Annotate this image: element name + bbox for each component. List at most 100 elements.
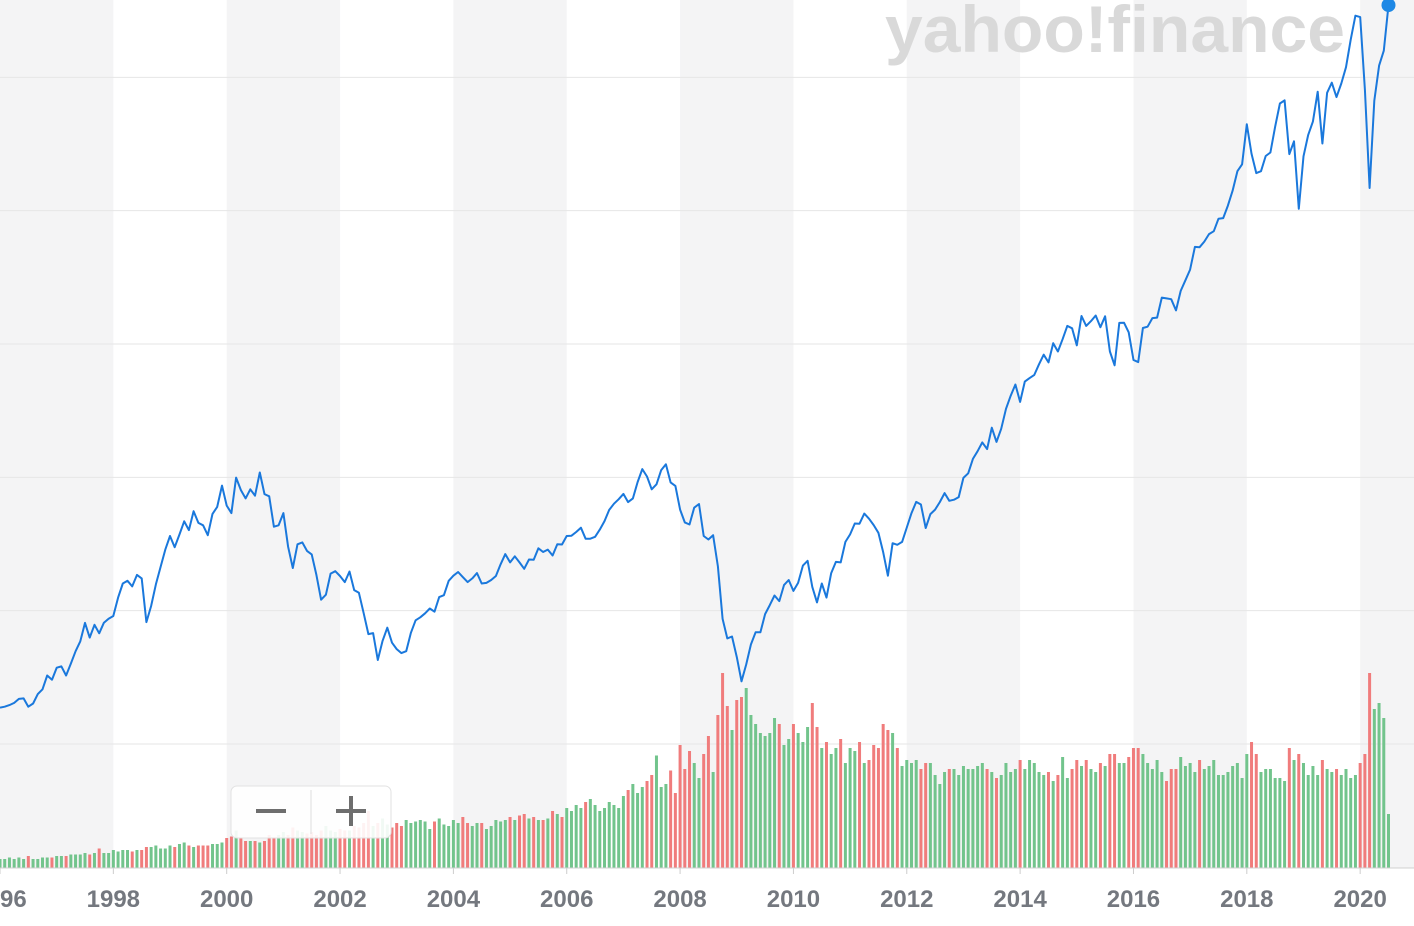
volume-bar bbox=[697, 778, 701, 868]
volume-bar bbox=[1235, 763, 1239, 868]
volume-bar bbox=[541, 820, 545, 868]
volume-bar bbox=[763, 736, 767, 868]
volume-bar bbox=[1320, 760, 1324, 868]
volume-bar bbox=[234, 830, 238, 868]
volume-bar bbox=[88, 854, 92, 868]
volume-bar bbox=[343, 830, 347, 868]
volume-bar bbox=[1070, 769, 1074, 868]
volume-bar bbox=[1226, 772, 1230, 868]
volume-bar bbox=[1127, 757, 1131, 868]
volume-bar bbox=[220, 842, 224, 868]
volume-bar bbox=[551, 811, 555, 868]
volume-bar bbox=[45, 857, 49, 868]
volume-bar bbox=[1202, 769, 1206, 868]
volume-bar bbox=[1169, 769, 1173, 868]
volume-bar bbox=[754, 724, 758, 868]
volume-bar bbox=[1089, 769, 1093, 868]
volume-bar bbox=[1250, 742, 1254, 868]
volume-bar bbox=[74, 854, 78, 868]
volume-bar bbox=[503, 820, 507, 868]
volume-bar bbox=[262, 841, 266, 868]
volume-bar bbox=[768, 733, 772, 868]
volume-bar bbox=[631, 784, 635, 868]
volume-bar bbox=[1268, 769, 1272, 868]
volume-bar bbox=[1032, 763, 1036, 868]
volume-bar bbox=[1122, 763, 1126, 868]
background-band bbox=[1133, 0, 1247, 868]
volume-bar bbox=[489, 826, 493, 868]
volume-bar bbox=[442, 824, 446, 868]
volume-bar bbox=[499, 821, 503, 868]
x-tick-label: 2020 bbox=[1333, 886, 1386, 913]
background-band bbox=[453, 0, 567, 868]
volume-bar bbox=[1372, 709, 1376, 868]
volume-bar bbox=[810, 703, 814, 868]
volume-bar bbox=[678, 745, 682, 868]
volume-bar bbox=[7, 857, 11, 868]
volume-bar bbox=[59, 856, 63, 868]
volume-bar bbox=[806, 727, 810, 868]
x-tick-label: 2010 bbox=[767, 886, 820, 913]
volume-bar bbox=[1273, 778, 1277, 868]
volume-bar bbox=[858, 742, 862, 868]
volume-bar bbox=[229, 836, 233, 868]
volume-bar bbox=[848, 748, 852, 868]
volume-bar bbox=[78, 854, 82, 868]
volume-bar bbox=[725, 706, 729, 868]
volume-bar bbox=[1084, 760, 1088, 868]
volume-bar bbox=[1259, 772, 1263, 868]
volume-bar bbox=[31, 859, 35, 868]
volume-bar bbox=[711, 772, 715, 868]
volume-bar bbox=[36, 859, 40, 868]
volume-bar bbox=[55, 856, 59, 868]
volume-bar bbox=[995, 778, 999, 868]
price bbox=[0, 0, 1396, 709]
volume-bar bbox=[829, 754, 833, 868]
volume-bar bbox=[735, 700, 739, 868]
volume-bar bbox=[1306, 775, 1310, 868]
volume-bar bbox=[1103, 766, 1107, 868]
volume-bar bbox=[579, 808, 583, 868]
volume-bar bbox=[612, 805, 616, 868]
volume-bar bbox=[593, 805, 597, 868]
volume-bar bbox=[83, 853, 87, 868]
volume-bar bbox=[1183, 766, 1187, 868]
volume-bar bbox=[390, 827, 394, 868]
volume-bar bbox=[126, 850, 130, 868]
zoom-control bbox=[230, 785, 392, 839]
volume-bar bbox=[1287, 748, 1291, 868]
volume-bar bbox=[461, 817, 465, 868]
volume-bar bbox=[140, 850, 144, 868]
volume-bar bbox=[867, 760, 871, 868]
volume-bar bbox=[739, 697, 743, 868]
volume-bar bbox=[1254, 754, 1258, 868]
volume-bar bbox=[532, 817, 536, 868]
volume-bar bbox=[555, 814, 559, 868]
volume-bar bbox=[650, 775, 654, 868]
volume-bar bbox=[1207, 766, 1211, 868]
volume-bar bbox=[319, 830, 323, 868]
volume-bar bbox=[876, 748, 880, 868]
background-bands bbox=[0, 0, 1414, 868]
volume-bar bbox=[291, 827, 295, 868]
volume-bar bbox=[1094, 772, 1098, 868]
volume-bar bbox=[182, 842, 186, 868]
volume-bar bbox=[1179, 757, 1183, 868]
volume-bar bbox=[1065, 778, 1069, 868]
volume-bar bbox=[215, 844, 219, 868]
volume-bar bbox=[914, 760, 918, 868]
volume-bar bbox=[1160, 772, 1164, 868]
x-tick-label: 2016 bbox=[1107, 886, 1160, 913]
volume-bar bbox=[938, 784, 942, 868]
background-band bbox=[906, 0, 1021, 868]
volume-bar bbox=[130, 851, 134, 868]
volume-bar bbox=[900, 766, 904, 868]
volume-bar bbox=[1344, 769, 1348, 868]
volume-bar bbox=[1009, 772, 1013, 868]
volume-bar bbox=[980, 763, 984, 868]
volume-bar bbox=[508, 817, 512, 868]
volume-bar bbox=[1349, 778, 1353, 868]
volume-bar bbox=[286, 835, 290, 868]
volume-bar bbox=[300, 832, 304, 868]
watermark: yahoo!finance bbox=[885, 0, 1345, 66]
